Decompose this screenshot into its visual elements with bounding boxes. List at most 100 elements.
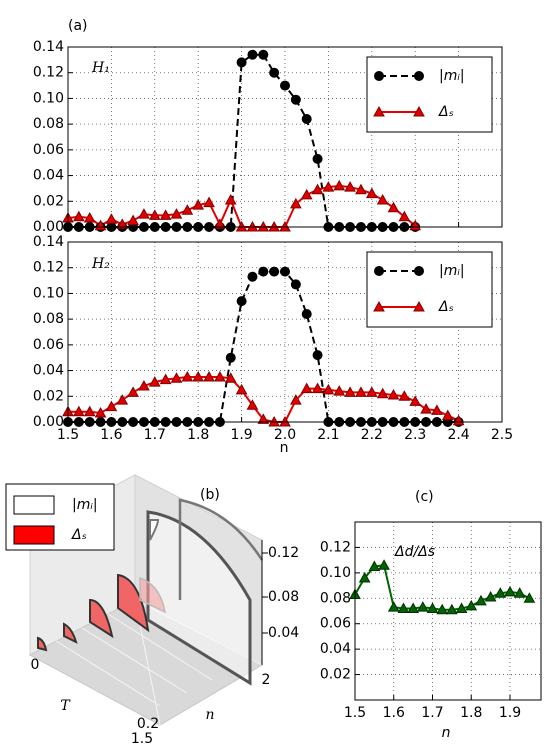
marker: [246, 399, 259, 410]
marker: [290, 94, 301, 105]
z-tick-label: 0.04: [268, 625, 299, 641]
marker: [94, 406, 107, 418]
marker: [301, 309, 312, 319]
marker: [365, 187, 378, 199]
d-surface: [63, 622, 78, 644]
x-axis-label: n: [442, 725, 451, 741]
legend-marker: [414, 266, 424, 276]
pane-grid: [55, 599, 263, 726]
m-surface: [149, 519, 160, 541]
d-surface: [117, 573, 150, 633]
y-tick-label: 2: [262, 672, 271, 688]
x-tick-label: 2.5: [491, 427, 513, 443]
marker: [148, 209, 161, 220]
marker: [280, 266, 290, 277]
marker: [409, 395, 422, 406]
marker: [138, 208, 150, 219]
x-tick-label: 1.9: [230, 427, 252, 443]
marker: [280, 80, 290, 91]
marker: [446, 603, 458, 615]
x-axis-label: n: [280, 440, 289, 456]
legend-box: [366, 56, 493, 133]
x-tick-label: 1.6: [383, 705, 405, 721]
annotation: H₁: [91, 60, 110, 76]
marker: [269, 266, 280, 277]
y-tick-label: 0.02: [33, 388, 64, 404]
marker: [311, 183, 324, 195]
marker: [465, 599, 478, 611]
d-surface: [139, 576, 167, 614]
x-tick-label: 1.9: [499, 705, 521, 721]
marker: [311, 382, 324, 394]
marker: [116, 218, 129, 229]
y-tick-label: 0.14: [33, 39, 64, 55]
marker: [300, 188, 313, 200]
legend-label: |mᵢ|: [439, 68, 465, 84]
marker: [290, 394, 302, 405]
marker: [312, 350, 323, 361]
y-tick-label: 0.14: [33, 234, 64, 250]
marker: [523, 592, 536, 603]
y-tick-label: 0.06: [33, 142, 64, 158]
y-tick-label: 0.04: [33, 168, 64, 184]
marker: [105, 213, 118, 224]
marker: [257, 413, 270, 424]
marker: [116, 394, 129, 405]
legend-label: Δₛ: [71, 527, 87, 543]
y-tick-label: 1.5: [131, 731, 153, 747]
x-axis-label: T: [60, 698, 71, 714]
marker: [83, 405, 96, 417]
marker: [436, 603, 449, 615]
marker: [333, 179, 346, 191]
marker: [247, 49, 258, 60]
marker: [398, 390, 411, 401]
marker: [441, 409, 454, 421]
legend-marker: [374, 266, 384, 276]
marker: [344, 181, 356, 192]
marker: [269, 67, 280, 78]
y-tick-label: 0.08: [320, 590, 351, 606]
marker: [387, 201, 400, 213]
marker: [376, 193, 389, 205]
marker: [365, 386, 378, 397]
marker: [127, 214, 139, 226]
legend-marker: [374, 71, 384, 81]
marker: [333, 385, 346, 396]
marker: [504, 585, 516, 597]
x-tick-label: 2.2: [361, 427, 383, 443]
y-tick-label: 0.12: [33, 260, 64, 276]
x-tick-label: 1.8: [460, 705, 482, 721]
panel-label: (b): [200, 487, 220, 503]
x-tick-label: 2.4: [447, 427, 469, 443]
y-tick-label: 0.04: [33, 363, 64, 379]
marker: [513, 587, 526, 598]
y-tick-label: 0.10: [33, 90, 64, 106]
marker: [426, 602, 439, 613]
y-tick-label: 0.12: [33, 65, 64, 81]
y-tick-label: 0.08: [33, 311, 64, 327]
z-tick-label: 0.12: [268, 545, 299, 561]
marker: [83, 211, 96, 223]
y-tick-label: 0.04: [320, 641, 351, 657]
marker: [224, 193, 237, 205]
marker: [484, 590, 497, 602]
x-tick-label: 1.5: [344, 705, 366, 721]
x-tick-label: 1.5: [57, 427, 79, 443]
marker: [475, 594, 487, 606]
y-tick-label: 0.10: [33, 285, 64, 301]
marker: [127, 386, 139, 397]
legend-label: |mᵢ|: [439, 263, 465, 279]
marker: [407, 602, 419, 613]
y-tick-label: 0.02: [33, 193, 64, 209]
legend-label: |mᵢ|: [72, 497, 98, 513]
legend-marker: [373, 105, 385, 117]
marker: [138, 379, 150, 391]
marker: [170, 372, 183, 383]
marker: [376, 387, 389, 399]
marker: [300, 382, 313, 394]
marker: [398, 210, 411, 222]
marker: [387, 601, 400, 612]
legend-marker: [414, 71, 424, 81]
panel-label: (a): [68, 18, 88, 34]
